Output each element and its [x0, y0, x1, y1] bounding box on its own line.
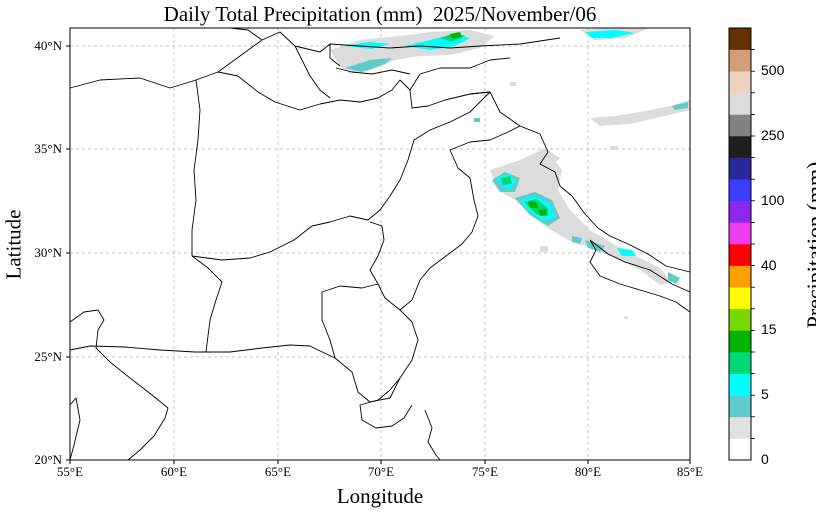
- precip-area-north-core: [345, 58, 392, 72]
- colorbar-segment: [729, 136, 751, 158]
- colorbar-segment: [729, 287, 751, 310]
- precip-area-north-core: [450, 32, 462, 39]
- border-nepal: [589, 239, 691, 293]
- border-kyrgyzstan: [329, 37, 561, 67]
- colorbar-segment: [729, 222, 751, 245]
- lat-tick-label: 40°N: [34, 38, 62, 53]
- colorbar-tick-label: 5: [761, 386, 769, 402]
- colorbar-label: Precipitation (mm): [802, 161, 816, 329]
- colorbar-segment: [729, 28, 751, 50]
- colorbar-segment: [729, 416, 751, 439]
- colorbar-tick-label: 100: [761, 192, 785, 208]
- coastline-india-west: [424, 409, 441, 461]
- lat-tick-label: 35°N: [34, 141, 62, 156]
- border-china-india: [469, 91, 691, 273]
- precip-area-kashmir: [520, 148, 560, 170]
- grid-lines: [70, 28, 690, 460]
- precip-area-himalaya: [668, 272, 680, 284]
- chart-title: Daily Total Precipitation (mm) 2025/Nove…: [163, 2, 597, 26]
- coastline-makran: [69, 344, 401, 403]
- colorbar-segment: [729, 71, 751, 94]
- colorbar: [729, 28, 755, 461]
- colorbar-segment: [729, 265, 751, 288]
- colorbar-segment: [729, 49, 751, 72]
- y-axis-label: Latitude: [1, 209, 26, 280]
- colorbar-frame: [728, 27, 752, 461]
- colorbar-tick-label: 40: [761, 257, 777, 273]
- border-turkmenistan: [69, 31, 331, 99]
- precip-area-kashmir: [490, 152, 672, 285]
- lon-tick-label: 80°E: [574, 464, 602, 479]
- precip-area-north-core: [345, 42, 390, 49]
- border-afghanistan-pakistan: [191, 91, 491, 261]
- precip-speckle: [624, 316, 628, 319]
- border-iran-afghanistan: [191, 79, 201, 256]
- lat-tick-label: 20°N: [34, 452, 62, 467]
- colorbar-segment: [729, 395, 751, 418]
- colorbar-segment: [729, 352, 751, 374]
- border-iran-pakistan: [191, 255, 223, 353]
- border-india-internal: [399, 309, 419, 379]
- colorbar-tick-label: 15: [761, 321, 777, 337]
- lon-tick-label: 60°E: [160, 464, 188, 479]
- colorbar-segment: [729, 330, 751, 353]
- lon-tick-label: 55°E: [56, 464, 84, 479]
- colorbar-segment: [729, 244, 751, 266]
- coastline-arabia: [69, 309, 169, 461]
- precip-area-northeast: [585, 30, 635, 38]
- border-pakistan-india: [321, 177, 479, 359]
- precipitation-field: [330, 28, 690, 319]
- precip-area-kashmir: [538, 209, 547, 216]
- precip-area-kashmir: [500, 176, 512, 185]
- precip-area-himalaya: [572, 236, 582, 244]
- precip-area-tibet: [672, 102, 688, 110]
- precip-area-tibet: [590, 100, 690, 126]
- colorbar-tick-label: 500: [761, 62, 785, 78]
- lon-tick-label: 85°E: [676, 464, 704, 479]
- colorbar-segment: [729, 157, 751, 180]
- precip-speckle: [510, 82, 516, 86]
- colorbar-segment: [729, 179, 751, 202]
- colorbar-segment: [729, 200, 751, 223]
- border-india-south-nepal: [589, 249, 691, 313]
- x-axis-label: Longitude: [336, 484, 424, 508]
- lat-tick-label: 30°N: [34, 245, 62, 260]
- precip-area-kashmir: [528, 201, 538, 208]
- precip-area-himalaya: [617, 248, 636, 256]
- colorbar-segment: [729, 114, 751, 137]
- border-afghanistan-north: [195, 71, 491, 111]
- colorbar-segment: [729, 373, 751, 396]
- coastline-oman-gulf: [69, 397, 81, 461]
- lon-tick-label: 70°E: [367, 464, 395, 479]
- plot-frame: [69, 27, 691, 461]
- border-tajikistan: [335, 57, 511, 91]
- border-kazakhstan-uzbek: [229, 27, 331, 53]
- colorbar-segment: [729, 92, 751, 115]
- colorbar-tick-label: 250: [761, 127, 785, 143]
- axis-ticks: [66, 45, 691, 464]
- colorbar-tick-label: 0: [761, 451, 769, 467]
- lon-tick-label: 65°E: [264, 464, 292, 479]
- coastline-gujarat: [359, 377, 413, 429]
- lon-tick-label: 75°E: [471, 464, 499, 479]
- precip-speckle: [540, 246, 548, 252]
- precip-speckle: [474, 118, 480, 122]
- colorbar-segment: [729, 308, 751, 331]
- precip-area-himalaya: [585, 240, 605, 252]
- lat-tick-label: 25°N: [34, 349, 62, 364]
- country-boundaries: [69, 27, 691, 461]
- precip-speckle: [610, 146, 618, 150]
- border-kashmir: [449, 125, 573, 197]
- colorbar-segment: [729, 438, 751, 461]
